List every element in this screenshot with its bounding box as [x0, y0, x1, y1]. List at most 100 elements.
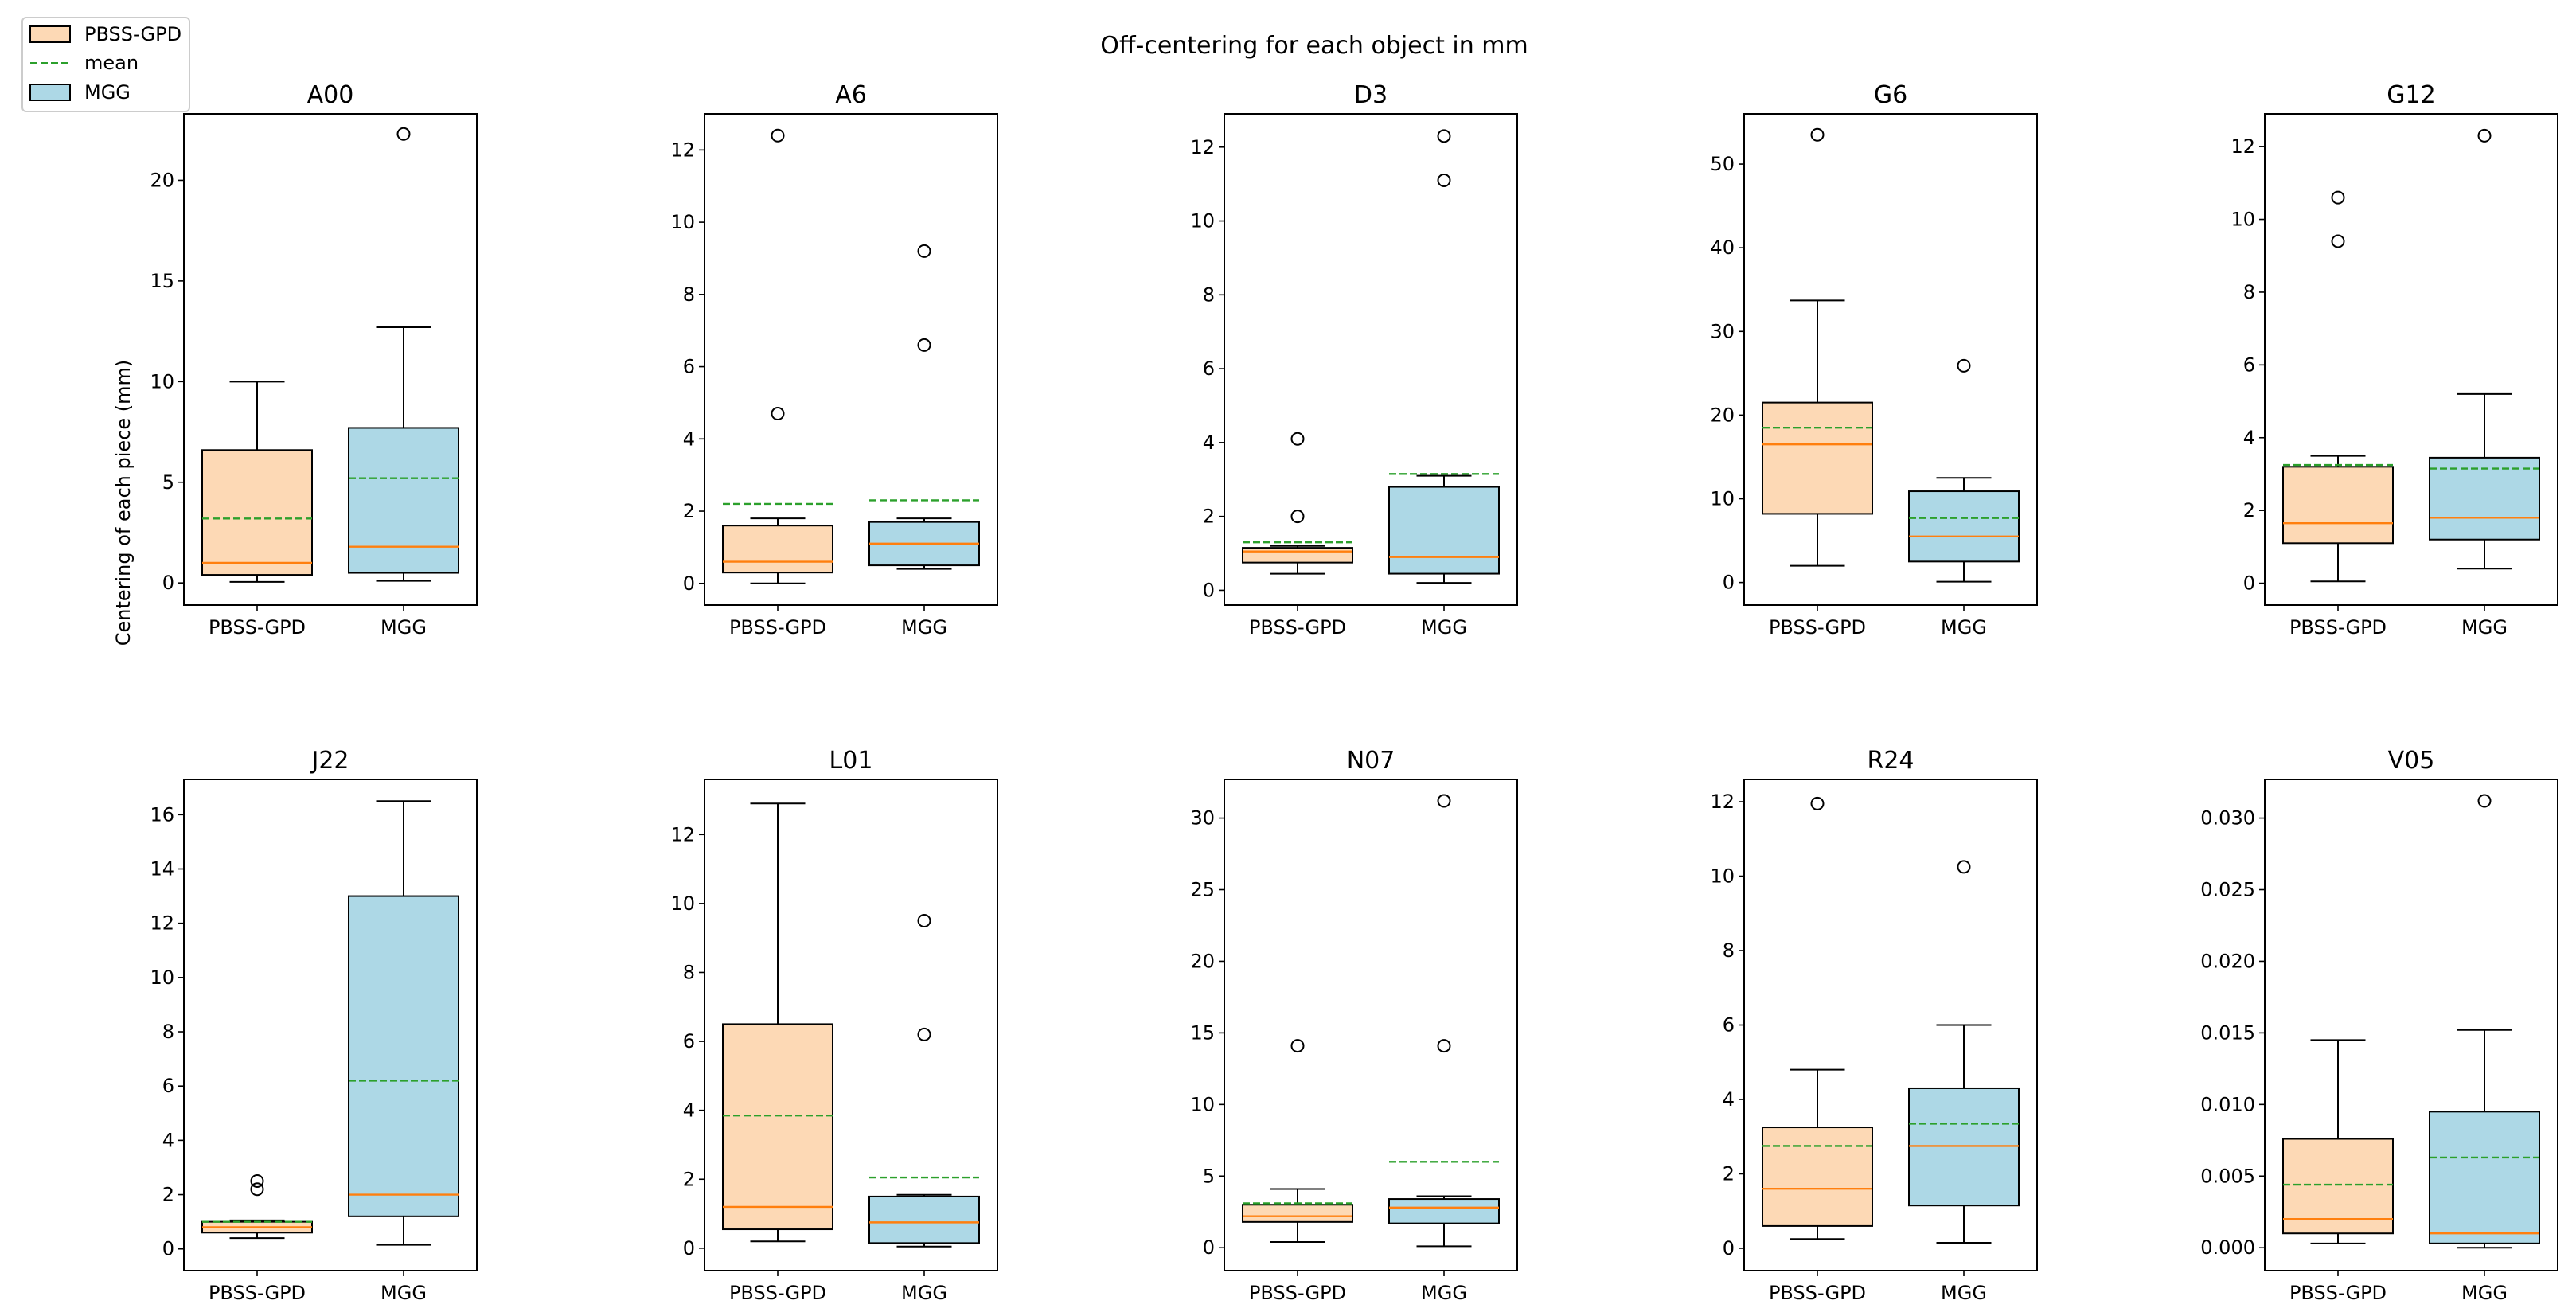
subplot-d3: 0 2 4 6 8 10 12 PBSS-GPD MGG D3: [1190, 81, 1518, 638]
outlier-point: [250, 1174, 264, 1189]
outlier-point: [1437, 1039, 1451, 1053]
y-tick-label: 30: [1710, 320, 1735, 342]
interquartile-box: [2282, 1138, 2394, 1235]
subplot-n07: 0 5 10 15 20 25 30 PBSS-GPD MGG N07: [1190, 747, 1518, 1304]
y-tick-label: 15: [1190, 1021, 1215, 1044]
box-g12-pbss-gpd: [2282, 190, 2394, 583]
outlier-point: [917, 1027, 931, 1041]
y-tick-label: 0: [2243, 572, 2255, 595]
interquartile-box: [2429, 456, 2540, 541]
x-tick-label: PBSS-GPD: [1769, 616, 1866, 638]
outlier-point: [1957, 358, 1971, 373]
box-g6-mgg: [1908, 358, 2020, 583]
outlier-point: [1957, 860, 1971, 874]
y-tick-label: 0: [162, 1238, 174, 1260]
x-tick-label: MGG: [381, 1282, 427, 1304]
box-l01-mgg: [868, 914, 980, 1248]
y-tick-label: 0: [1723, 1237, 1735, 1259]
x-tick-label: MGG: [1941, 616, 1987, 638]
y-tick-label: 2: [1723, 1162, 1735, 1185]
interquartile-box: [868, 1195, 980, 1244]
subplot-title: L01: [829, 747, 873, 775]
interquartile-box: [722, 1023, 833, 1231]
figure-title: Off-centering for each object in mm: [1100, 32, 1528, 60]
subplot-title: A00: [307, 81, 354, 109]
y-tick-label: 12: [150, 912, 174, 935]
y-tick-label: 0.005: [2200, 1165, 2255, 1187]
interquartile-box: [1762, 1127, 1873, 1227]
y-tick-label: 8: [162, 1021, 174, 1043]
y-tick-label: 10: [1710, 488, 1735, 510]
y-tick-label: 2: [1203, 506, 1215, 528]
outlier-point: [250, 1182, 264, 1197]
y-tick-label: 6: [1723, 1014, 1735, 1037]
x-tick-label: MGG: [381, 616, 427, 638]
y-tick-label: 0: [1203, 1236, 1215, 1259]
box-d3-pbss-gpd: [1242, 432, 1353, 575]
box-a6-mgg: [868, 244, 980, 570]
y-tick-label: 8: [2243, 281, 2255, 303]
x-tick-label: MGG: [2461, 1282, 2508, 1304]
y-tick-label: 0.020: [2200, 950, 2255, 972]
x-tick-label: MGG: [1421, 616, 1467, 638]
interquartile-box: [1242, 547, 1353, 564]
outlier-point: [771, 128, 785, 143]
x-tick-label: MGG: [901, 616, 947, 638]
legend-label-mgg: MGG: [84, 81, 131, 103]
y-tick-label: 0.000: [2200, 1236, 2255, 1259]
box-a00-mgg: [348, 127, 459, 582]
y-tick-label: 8: [683, 283, 695, 306]
box-j22-pbss-gpd: [201, 1174, 313, 1240]
y-tick-label: 0.025: [2200, 879, 2255, 901]
interquartile-box: [2429, 1111, 2540, 1244]
x-tick-label: PBSS-GPD: [1769, 1282, 1866, 1304]
outlier-point: [1290, 510, 1305, 524]
y-tick-label: 8: [683, 961, 695, 983]
axes-frame: [1743, 113, 2038, 606]
interquartile-box: [1242, 1204, 1353, 1223]
outlier-point: [917, 914, 931, 928]
y-tick-label: 15: [150, 270, 174, 292]
y-tick-label: 10: [670, 892, 695, 915]
outlier-point: [1810, 796, 1825, 810]
box-j22-mgg: [348, 800, 459, 1246]
y-tick-label: 2: [683, 1168, 695, 1190]
subplot-title: G6: [1874, 81, 1907, 109]
box-n07-pbss-gpd: [1242, 1039, 1353, 1244]
x-tick-label: PBSS-GPD: [209, 1282, 306, 1304]
outlier-point: [1290, 1039, 1305, 1053]
box-g6-pbss-gpd: [1762, 127, 1873, 567]
box-g12-mgg: [2429, 128, 2540, 570]
x-tick-label: PBSS-GPD: [2289, 616, 2387, 638]
interquartile-box: [1908, 490, 2020, 563]
axes-frame: [1224, 113, 1518, 606]
y-tick-label: 20: [1190, 950, 1215, 972]
interquartile-box: [201, 449, 313, 576]
y-tick-label: 0.030: [2200, 807, 2255, 830]
x-tick-label: MGG: [1421, 1282, 1467, 1304]
y-tick-label: 4: [683, 428, 695, 450]
y-tick-label: 12: [2231, 135, 2255, 158]
y-tick-label: 12: [1190, 136, 1215, 158]
y-tick-label: 12: [670, 139, 695, 161]
y-tick-label: 6: [683, 356, 695, 378]
y-tick-label: 12: [1710, 791, 1735, 813]
interquartile-box: [348, 895, 459, 1217]
y-tick-label: 4: [1203, 432, 1215, 454]
outlier-point: [2477, 128, 2492, 143]
y-tick-label: 10: [150, 966, 174, 989]
y-tick-label: 0: [1723, 572, 1735, 594]
y-tick-label: 0: [683, 1237, 695, 1259]
x-tick-label: MGG: [1941, 1282, 1987, 1304]
subplot-title: D3: [1354, 81, 1388, 109]
x-tick-label: PBSS-GPD: [1249, 1282, 1346, 1304]
axes-frame: [704, 113, 998, 606]
legend: PBSS-GPD mean MGG: [21, 17, 190, 112]
box-v05-pbss-gpd: [2282, 1039, 2394, 1244]
outlier-point: [1437, 794, 1451, 808]
y-tick-label: 14: [150, 857, 174, 880]
outlier-point: [2477, 794, 2492, 808]
y-tick-label: 2: [683, 500, 695, 522]
outlier-point: [2331, 234, 2345, 248]
